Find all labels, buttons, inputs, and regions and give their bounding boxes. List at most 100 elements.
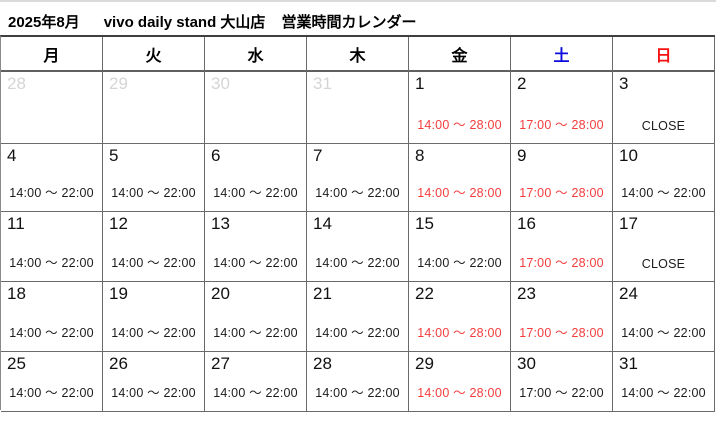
- weekday-header: 火: [103, 37, 205, 72]
- calendar-day-cell: 11 14:00 ～ 22:00: [1, 212, 103, 282]
- calendar-day-cell: 16 17:00 ～ 28:00: [511, 212, 613, 282]
- day-number: 20: [211, 284, 230, 303]
- weekday-header: 水: [205, 37, 307, 72]
- day-number: 25: [7, 354, 26, 373]
- business-hours: 14:00 ～ 22:00: [213, 256, 298, 270]
- day-number: 11: [7, 214, 25, 233]
- business-hours: 14:00 ～ 22:00: [9, 386, 94, 400]
- calendar-day-cell: 31: [307, 72, 409, 144]
- calendar-day-cell: 10 14:00 ～ 22:00: [613, 144, 715, 212]
- business-hours: 14:00 ～ 22:00: [315, 386, 400, 400]
- business-hours: 14:00 ～ 22:00: [621, 326, 706, 340]
- calendar-day-cell: 31 14:00 ～ 22:00: [613, 352, 715, 412]
- business-hours: 14:00 ～ 22:00: [111, 186, 196, 200]
- calendar-day-cell: 1 14:00 ～ 28:00: [409, 72, 511, 144]
- day-number: 22: [415, 284, 434, 303]
- business-hours: 17:00 ～ 28:00: [519, 256, 604, 270]
- calendar-day-cell: 5 14:00 ～ 22:00: [103, 144, 205, 212]
- business-hours: 14:00 ～ 22:00: [621, 186, 706, 200]
- calendar-day-cell: 8 14:00 ～ 28:00: [409, 144, 511, 212]
- day-number: 7: [313, 146, 323, 165]
- business-hours: 17:00 ～ 22:00: [519, 386, 604, 400]
- weekday-header: 日: [613, 37, 715, 72]
- business-hours: 14:00 ～ 22:00: [111, 256, 196, 270]
- day-number: 15: [415, 214, 434, 233]
- page-title: 2025年8月 vivo daily stand 大山店 営業時間カレンダー: [8, 11, 416, 32]
- calendar-day-cell: 25 14:00 ～ 22:00: [1, 352, 103, 412]
- calendar-day-cell: 17 CLOSE: [613, 212, 715, 282]
- day-number: 28: [7, 74, 26, 93]
- calendar-day-cell: 4 14:00 ～ 22:00: [1, 144, 103, 212]
- calendar-day-cell: 15 14:00 ～ 22:00: [409, 212, 511, 282]
- business-hours: 14:00 ～ 22:00: [9, 326, 94, 340]
- title-calendar-label: 営業時間カレンダー: [281, 14, 417, 31]
- day-number: 26: [109, 354, 128, 373]
- calendar-day-cell: 19 14:00 ～ 22:00: [103, 282, 205, 352]
- closed-label: CLOSE: [641, 257, 686, 271]
- business-hours: 14:00 ～ 22:00: [111, 386, 196, 400]
- day-number: 9: [517, 146, 527, 165]
- weekday-header: 月: [1, 37, 103, 72]
- weekday-header: 土: [511, 37, 613, 72]
- calendar-grid: 月火水木金土日 28 29 30 31 1 14:00 ～ 28:00 2 17:00 ～ 28…: [0, 35, 715, 412]
- calendar-day-cell: 6 14:00 ～ 22:00: [205, 144, 307, 212]
- business-hours: 14:00 ～ 22:00: [213, 386, 298, 400]
- day-number: 13: [211, 214, 230, 233]
- business-hours: 14:00 ～ 22:00: [9, 186, 94, 200]
- day-number: 28: [313, 354, 332, 373]
- calendar-day-cell: 28 14:00 ～ 22:00: [307, 352, 409, 412]
- business-hours: 17:00 ～ 28:00: [519, 326, 604, 340]
- calendar-day-cell: 12 14:00 ～ 22:00: [103, 212, 205, 282]
- calendar-day-cell: 24 14:00 ～ 22:00: [613, 282, 715, 352]
- title-month: 2025年8月: [8, 14, 80, 31]
- day-number: 10: [619, 146, 638, 165]
- business-hours: 14:00 ～ 22:00: [417, 256, 502, 270]
- business-hours: 14:00 ～ 22:00: [315, 326, 400, 340]
- title-store-name: vivo daily stand 大山店: [103, 14, 266, 31]
- day-number: 5: [109, 146, 119, 165]
- business-hours: 14:00 ～ 28:00: [417, 326, 502, 340]
- business-hours: 14:00 ～ 22:00: [111, 326, 196, 340]
- business-hours: 17:00 ～ 28:00: [519, 118, 604, 132]
- business-hours: 17:00 ～ 28:00: [519, 186, 604, 200]
- calendar-day-cell: 22 14:00 ～ 28:00: [409, 282, 511, 352]
- calendar-day-cell: 23 17:00 ～ 28:00: [511, 282, 613, 352]
- day-number: 6: [211, 146, 221, 165]
- day-number: 12: [109, 214, 128, 233]
- day-number: 27: [211, 354, 230, 373]
- calendar-day-cell: 14 14:00 ～ 22:00: [307, 212, 409, 282]
- day-number: 2: [517, 74, 527, 93]
- day-number: 29: [109, 74, 128, 93]
- business-hours: 14:00 ～ 22:00: [315, 256, 400, 270]
- calendar-day-cell: 18 14:00 ～ 22:00: [1, 282, 103, 352]
- business-hours: 14:00 ～ 28:00: [417, 186, 502, 200]
- day-number: 29: [415, 354, 434, 373]
- day-number: 24: [619, 284, 638, 303]
- day-number: 4: [7, 146, 17, 165]
- calendar-day-cell: 30: [205, 72, 307, 144]
- closed-label: CLOSE: [641, 119, 686, 133]
- business-hours: 14:00 ～ 28:00: [417, 386, 502, 400]
- calendar-day-cell: 20 14:00 ～ 22:00: [205, 282, 307, 352]
- day-number: 23: [517, 284, 536, 303]
- day-number: 17: [619, 214, 638, 233]
- business-hours: 14:00 ～ 22:00: [213, 186, 298, 200]
- calendar-day-cell: 30 17:00 ～ 22:00: [511, 352, 613, 412]
- weekday-header: 金: [409, 37, 511, 72]
- calendar-day-cell: 13 14:00 ～ 22:00: [205, 212, 307, 282]
- business-hours: 14:00 ～ 22:00: [213, 326, 298, 340]
- calendar-day-cell: 29 14:00 ～ 28:00: [409, 352, 511, 412]
- calendar-day-cell: 9 17:00 ～ 28:00: [511, 144, 613, 212]
- business-hours: 14:00 ～ 28:00: [417, 118, 502, 132]
- day-number: 8: [415, 146, 425, 165]
- calendar-day-cell: 3 CLOSE: [613, 72, 715, 144]
- day-number: 14: [313, 214, 332, 233]
- calendar-day-cell: 29: [103, 72, 205, 144]
- day-number: 16: [517, 214, 536, 233]
- calendar-day-cell: 2 17:00 ～ 28:00: [511, 72, 613, 144]
- day-number: 3: [619, 74, 629, 93]
- weekday-header: 木: [307, 37, 409, 72]
- day-number: 30: [211, 74, 230, 93]
- day-number: 19: [109, 284, 128, 303]
